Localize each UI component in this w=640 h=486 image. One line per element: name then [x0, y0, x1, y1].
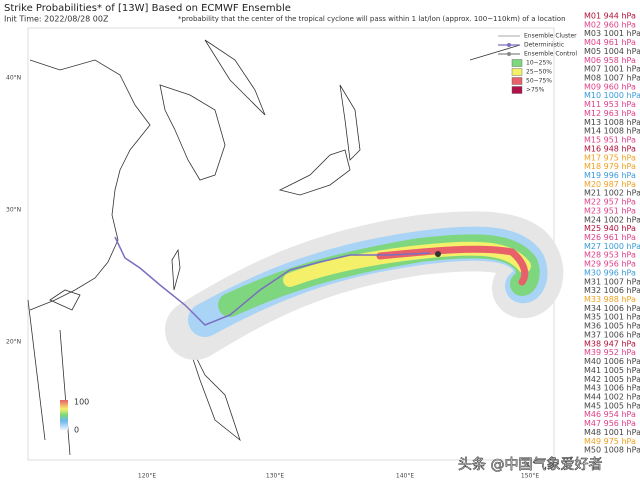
member-label: M17 975 hPa [584, 153, 636, 162]
member-label: M21 1002 hPa [584, 189, 640, 198]
legend-label: >75% [526, 87, 545, 94]
member-label: M28 953 hPa [584, 251, 636, 260]
member-label: M11 953 hPa [584, 100, 636, 109]
member-label: M19 996 hPa [584, 171, 636, 180]
member-label: M12 963 hPa [584, 109, 636, 118]
member-label: M40 1006 hPa [584, 357, 640, 366]
colorbar: 100 0 [60, 398, 89, 435]
member-label: M09 960 hPa [584, 82, 636, 91]
lon-label: 130°E [266, 473, 284, 480]
member-label: M10 1000 hPa [584, 91, 640, 100]
member-label: M44 1002 hPa [584, 392, 640, 401]
note: *probability that the center of the trop… [178, 15, 566, 23]
colorbar-max: 100 [74, 398, 89, 407]
member-label: M39 952 hPa [584, 348, 636, 357]
member-label: M25 940 hPa [584, 224, 636, 233]
member-label: M13 1008 hPa [584, 118, 640, 127]
lat-label: 20°N [6, 339, 21, 346]
member-label: M04 961 hPa [584, 38, 636, 47]
lat-labels: 40°N 30°N 20°N [6, 75, 21, 346]
legend-label: 25~50% [526, 69, 552, 76]
member-label: M47 956 hPa [584, 419, 636, 428]
member-label: M48 1001 hPa [584, 428, 640, 437]
member-label: M43 1006 hPa [584, 384, 640, 393]
member-label: M42 1005 hPa [584, 375, 640, 384]
member-label: M24 1002 hPa [584, 215, 640, 224]
member-label: M27 1000 hPa [584, 242, 640, 251]
member-label: M49 975 hPa [584, 437, 636, 446]
legend-dot [507, 52, 511, 56]
member-label: M31 1007 hPa [584, 277, 640, 286]
member-label: M26 961 hPa [584, 233, 636, 242]
lat-label: 40°N [6, 75, 21, 82]
member-label: M32 1006 hPa [584, 286, 640, 295]
member-label: M14 1008 hPa [584, 127, 640, 136]
member-label: M33 988 hPa [584, 295, 636, 304]
legend-label: 50~75% [526, 78, 552, 85]
member-label: M18 979 hPa [584, 162, 636, 171]
legend-box [511, 77, 523, 85]
member-label: M15 951 hPa [584, 136, 636, 145]
legend-box [511, 86, 523, 94]
member-label: M06 958 hPa [584, 56, 636, 65]
lon-label: 140°E [396, 473, 414, 480]
member-label: M41 1005 hPa [584, 366, 640, 375]
watermark: 头条 @中国气象爱好者 [458, 456, 602, 473]
member-label: M20 987 hPa [584, 180, 636, 189]
legend-label: Ensemble Control [524, 51, 577, 58]
lon-label: 150°E [521, 473, 539, 480]
legend-label: 10~25% [526, 60, 552, 67]
legend-label: Ensemble Cluster [524, 33, 577, 40]
member-label: M22 957 hPa [584, 198, 636, 207]
member-label: M37 1006 hPa [584, 330, 640, 339]
title: Strike Probabilities* of [13W] Based on … [4, 3, 291, 14]
member-label: M35 1001 hPa [584, 313, 640, 322]
member-label: M45 1005 hPa [584, 401, 640, 410]
legend: Ensemble Cluster Deterministic Ensemble Co… [498, 33, 577, 94]
member-label: M08 1007 hPa [584, 74, 640, 83]
member-label: M16 948 hPa [584, 144, 636, 153]
legend-box [511, 59, 523, 67]
member-label: M01 944 hPa [584, 12, 636, 21]
member-label: M50 1008 hPa [584, 446, 640, 455]
member-label: M03 1001 hPa [584, 29, 640, 38]
member-label: M34 1006 hPa [584, 304, 640, 313]
colorbar-min: 0 [74, 426, 79, 435]
lon-label: 120°E [138, 473, 156, 480]
init-time: Init Time: 2022/08/28 00Z [4, 15, 109, 24]
map: 40°N 30°N 20°N 120°E 130°E 140°E 150°E [6, 27, 564, 480]
member-label: M30 996 hPa [584, 268, 636, 277]
member-label: M46 954 hPa [584, 410, 636, 419]
member-label: M36 1005 hPa [584, 322, 640, 331]
member-label: M07 1001 hPa [584, 65, 640, 74]
member-label: M05 1004 hPa [584, 47, 640, 56]
lat-label: 30°N [6, 207, 21, 214]
legend-box [511, 68, 523, 76]
member-label: M02 960 hPa [584, 20, 636, 29]
member-label: M23 951 hPa [584, 206, 636, 215]
member-label: M38 947 hPa [584, 339, 636, 348]
member-label: M29 956 hPa [584, 260, 636, 269]
legend-dot [507, 43, 511, 47]
legend-label: Deterministic [524, 42, 564, 49]
